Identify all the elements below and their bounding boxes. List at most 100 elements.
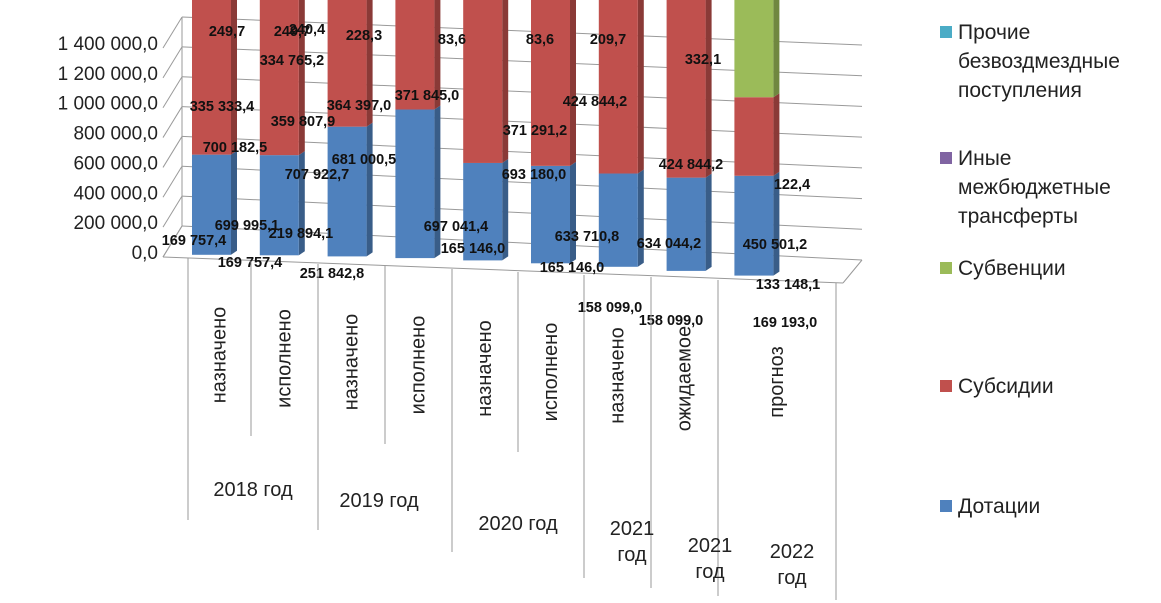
legend-swatch-other-receipts [940, 26, 952, 38]
bar-side-subsidies-4 [502, 0, 509, 163]
data-label-subventions-6: 424 844,2 [563, 94, 628, 110]
legend-label-other-transfers: Иные межбюджетные трансферты [958, 147, 1111, 228]
group-label: 2022 [770, 541, 815, 563]
y-tick-label: 0,0 [132, 243, 158, 264]
bar-side-grants-3 [434, 105, 441, 259]
bar-grants-5 [531, 165, 570, 264]
gridline-side [162, 195, 183, 228]
data-label-grants-8: 169 193,0 [753, 315, 818, 331]
bar-subsidies-0 [192, 0, 231, 155]
data-label-subventions-5: 371 291,2 [503, 123, 568, 139]
group-label: год [617, 544, 647, 566]
gridline-side [162, 16, 183, 49]
group-label: 2018 год [213, 479, 293, 501]
y-tick-label: 1 200 000,0 [58, 64, 158, 85]
bar-subsidies-5 [531, 0, 570, 166]
stacked-bar-chart: 0,0 200 000,0 400 000,0 600 000,0 800 000,0 1… [58, 0, 863, 600]
group-label: год [777, 567, 807, 589]
bar-side-grants-0 [231, 150, 237, 255]
data-label-subsidies-2: 707 922,7 [285, 167, 350, 183]
data-label-other-receipts-2: 240,4 [289, 22, 325, 38]
y-tick-label: 1 000 000,0 [58, 94, 158, 115]
legend-item-subsidies: Субсидии [940, 372, 1054, 401]
legend-swatch-subventions [940, 262, 952, 274]
bar-grants-6 [598, 173, 638, 267]
bar-side-grants-4 [502, 158, 509, 261]
data-label-subsidies-3: 681 000,5 [332, 152, 397, 168]
data-label-other-receipts-3: 228,3 [346, 28, 382, 44]
bars-layer [192, 0, 780, 276]
bar-subventions-8 [734, 0, 774, 98]
group-label: год [695, 561, 725, 583]
data-label-grants-4: 165 146,0 [441, 241, 506, 257]
y-axis-ticks: 0,0 200 000,0 400 000,0 600 000,0 800 000,0 1… [58, 34, 158, 264]
category-label: назначено [607, 327, 629, 424]
data-label-grants-0: 169 757,4 [162, 233, 227, 249]
data-label-grants-3: 251 842,8 [300, 266, 365, 282]
data-label-subsidies-4: 697 041,4 [424, 219, 489, 235]
bar-side-subsidies-7 [705, 0, 712, 178]
gridline-side [162, 225, 183, 258]
legend-label-subventions: Субвенции [958, 257, 1066, 280]
data-label-other-receipts-1: 249,7 [274, 24, 310, 40]
bar-side-subventions-8 [773, 0, 780, 98]
legend-label-subsidies: Субсидии [958, 375, 1054, 398]
gridline-side [162, 106, 183, 138]
bar-subsidies-8 [734, 97, 774, 176]
category-label: назначено [209, 307, 231, 404]
data-label-subsidies-5: 693 180,0 [502, 167, 567, 183]
y-tick-label: 400 000,0 [73, 183, 158, 204]
bar-side-subsidies-6 [637, 0, 644, 174]
bar-grants-0 [192, 154, 231, 255]
data-label-other-receipts-7: 332,1 [685, 52, 721, 68]
category-label: исполнено [408, 316, 430, 415]
category-axis-table: назначено исполнено назначено исполнено назн… [187, 258, 837, 600]
data-label-other-receipts-8: 122,4 [774, 177, 810, 193]
bar-grants-1 [259, 155, 299, 256]
data-label-subsidies-1: 699 995,1 [215, 218, 280, 234]
group-label: 2020 год [478, 513, 558, 535]
data-label-subventions-4: 371 845,0 [395, 88, 460, 104]
bar-side-subsidies-2 [366, 0, 373, 127]
bar-subsidies-3 [395, 0, 435, 110]
gridline-side [162, 166, 183, 198]
bar-side-subsidies-3 [434, 0, 441, 110]
data-label-subventions-8: 450 501,2 [743, 237, 808, 253]
group-label: 2019 год [339, 490, 419, 512]
bar-grants-4 [463, 162, 503, 261]
data-label-other-receipts-5: 83,6 [526, 32, 554, 48]
bar-side-grants-1 [298, 151, 305, 256]
data-label-other-receipts-4: 83,6 [438, 32, 466, 48]
y-tick-label: 200 000,0 [73, 213, 158, 234]
data-label-subsidies-6: 633 710,8 [555, 229, 620, 245]
legend-swatch-subsidies [940, 380, 952, 392]
legend-item-grants: Дотации [940, 492, 1040, 521]
data-label-subventions-7: 424 844,2 [659, 157, 724, 173]
bar-side-grants-7 [705, 173, 712, 271]
data-label-grants-6: 158 099,0 [578, 300, 643, 316]
bar-grants-3 [395, 109, 435, 259]
floor-right-edge [842, 259, 863, 284]
category-label: прогноз [766, 346, 788, 417]
legend: Прочие безвоздмездные поступления Иные м… [940, 0, 1161, 603]
bar-side-grants-8 [773, 171, 780, 276]
data-label-other-receipts-0: 249,7 [209, 24, 245, 40]
legend-item-other-receipts: Прочие безвоздмездные поступления [940, 18, 1158, 105]
bar-grants-2 [327, 126, 367, 257]
bar-subsidies-1 [259, 0, 299, 156]
data-label-subventions-0: 335 333,4 [190, 99, 255, 115]
data-label-other-receipts-6: 209,7 [590, 32, 626, 48]
y-tick-label: 800 000,0 [73, 124, 158, 145]
bar-side-subsidies-1 [298, 0, 305, 156]
bar-side-subsidies-5 [570, 0, 576, 166]
bar-side-subsidies-0 [231, 0, 237, 155]
category-label: исполнено [274, 309, 296, 408]
bar-side-grants-5 [570, 161, 576, 264]
y-tick-label: 600 000,0 [73, 153, 158, 174]
bar-subsidies-7 [666, 0, 706, 178]
group-label: 2021 [610, 518, 655, 540]
legend-swatch-grants [940, 500, 952, 512]
bar-subsidies-6 [598, 0, 638, 174]
bar-subsidies-4 [463, 0, 503, 163]
group-label: 2021 [688, 535, 733, 557]
